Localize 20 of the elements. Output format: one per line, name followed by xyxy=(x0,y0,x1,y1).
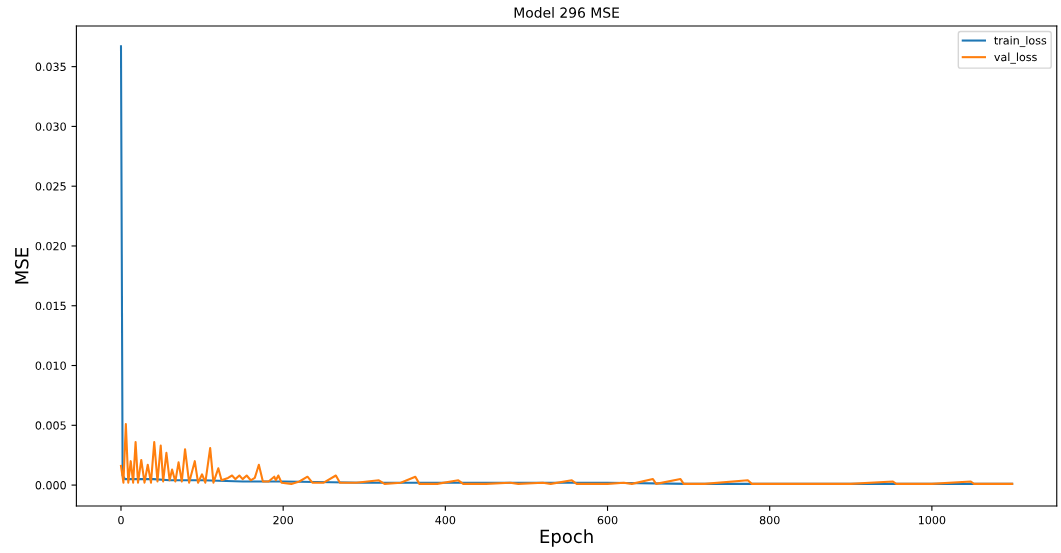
y-tick-label: 0.010 xyxy=(35,361,66,370)
x-tick-label: 200 xyxy=(273,515,294,525)
y-tick-label: 0.020 xyxy=(35,241,66,251)
y-tick-label: 0.000 xyxy=(35,481,66,490)
x-tick-label: 600 xyxy=(597,515,618,525)
y-tick-label: 0.005 xyxy=(35,421,66,430)
x-tick-label: 400 xyxy=(435,515,456,525)
x-axis-title: Epoch xyxy=(540,529,593,547)
y-tick-label: 0.015 xyxy=(35,301,66,311)
y-axis-title: MSE xyxy=(14,247,29,284)
x-tick-label: 800 xyxy=(759,515,780,525)
x-tick-label: 1000 xyxy=(918,515,946,525)
y-tick-label: 0.035 xyxy=(35,62,66,72)
line-series xyxy=(119,423,1014,485)
y-tick-label: 0.025 xyxy=(35,182,66,191)
legend-label: train_loss xyxy=(994,35,1047,48)
chart-title: Model 296 MSE xyxy=(514,7,619,18)
legend-label: val_loss xyxy=(994,52,1037,64)
x-tick-label: 0 xyxy=(118,515,124,525)
y-tick-label: 0.030 xyxy=(35,122,66,131)
